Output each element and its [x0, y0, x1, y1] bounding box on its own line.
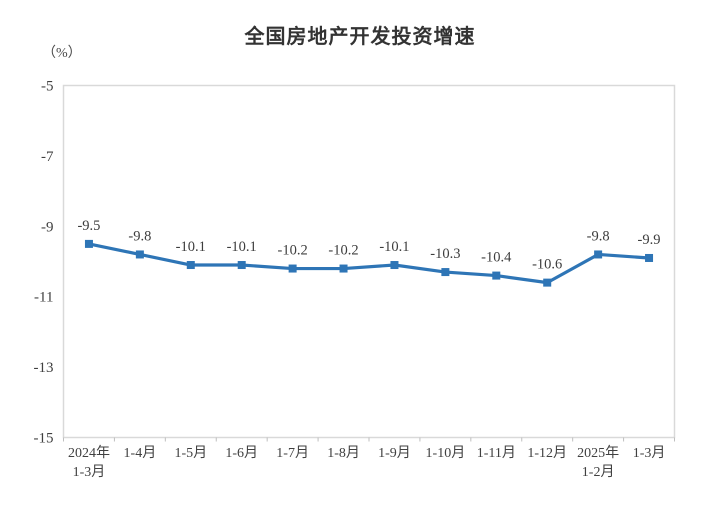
data-point-label: -10.2: [328, 243, 358, 259]
y-tick-label: -13: [34, 360, 54, 376]
data-line-series: [87, 242, 651, 285]
data-point-marker: [84, 239, 93, 248]
data-point-label: -10.6: [532, 257, 562, 273]
data-point-marker: [441, 268, 450, 277]
x-category-label: 1-2月: [582, 464, 615, 480]
data-point-label: -10.1: [227, 239, 257, 255]
data-point-label: -9.8: [587, 228, 610, 244]
x-category-label: 1-6月: [225, 445, 258, 461]
data-point-marker: [135, 250, 144, 259]
x-category-label: 1-11月: [477, 445, 516, 461]
x-category-label: 1-9月: [378, 445, 411, 461]
data-point-label: -10.4: [481, 250, 512, 266]
x-category-label: 1-5月: [174, 445, 207, 461]
data-point-marker: [186, 261, 195, 270]
x-category-label: 1-12月: [527, 445, 567, 461]
data-point-marker: [594, 250, 603, 259]
data-point-marker: [339, 264, 348, 273]
data-point-label: -9.5: [77, 218, 100, 234]
data-point-label: -10.1: [379, 239, 409, 255]
data-point-label: -9.9: [638, 232, 661, 248]
data-point-marker: [543, 278, 552, 287]
y-axis-unit-label: （%）: [42, 46, 82, 61]
x-category-label: 2024年: [68, 445, 110, 461]
x-category-label: 2025年: [577, 445, 619, 461]
data-point-marker: [390, 261, 399, 270]
data-point-label: -10.3: [430, 246, 460, 262]
y-tick-label: -15: [34, 431, 54, 447]
y-tick-label: -9: [41, 219, 54, 235]
data-point-marker: [492, 271, 501, 280]
data-point-marker: [288, 264, 297, 273]
x-category-label: 1-8月: [327, 445, 360, 461]
chart-title: 全国房地产开发投资增速: [244, 26, 476, 48]
data-point-label: -10.2: [278, 243, 308, 259]
data-point-label: -9.8: [128, 228, 151, 244]
y-tick-label: -5: [41, 79, 54, 95]
data-point-marker: [237, 261, 246, 270]
x-category-label: 1-3月: [633, 445, 666, 461]
x-category-label: 1-4月: [124, 445, 157, 461]
data-point-marker: [645, 253, 654, 262]
x-category-label: 1-10月: [426, 445, 466, 461]
x-category-label: 1-3月: [73, 464, 106, 480]
x-category-label: 1-7月: [276, 445, 309, 461]
y-tick-label: -7: [41, 149, 54, 165]
data-point-label: -10.1: [176, 239, 206, 255]
y-tick-label: -11: [34, 290, 53, 306]
